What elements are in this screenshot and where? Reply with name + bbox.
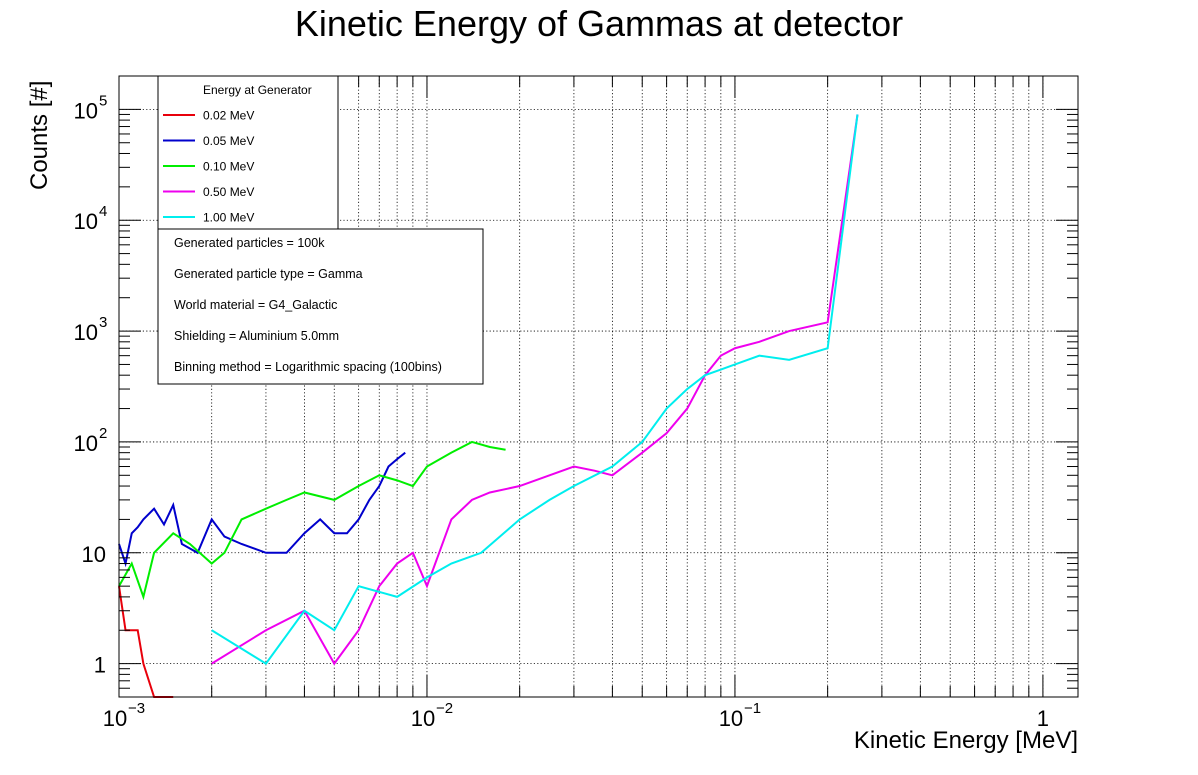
y-tick-label: 10 3 [74,314,108,345]
series-line [118,440,506,601]
y-tick-exponent: 5 [99,92,107,109]
y-tick-label: 10 4 [74,203,108,234]
y-tick-exponent: 4 [99,203,107,220]
legend-label: 0.50 MeV [203,185,254,199]
legend-label: 0.05 MeV [203,134,254,148]
info-line: Shielding = Aluminium 5.0mm [174,329,339,343]
y-tick-exponent: 3 [99,314,107,331]
x-tick-label: 10 −3 [103,700,145,731]
axis-ticks [118,75,1078,698]
grid [119,76,1078,697]
y-tick-label: 10 5 [74,92,108,123]
info-box: Generated particles = 100k Generated part… [157,228,484,385]
x-tick-base: 1 [1037,706,1049,731]
y-tick-base: 10 [74,209,98,234]
x-tick-exponent: −1 [744,700,761,717]
x-tick-base: 10 [719,706,743,731]
legend-title: Energy at Generator [203,83,312,97]
y-tick-base: 10 [74,431,98,456]
y-tick-base: 10 [74,320,98,345]
y-tick-label: 1 [94,653,106,678]
x-tick-exponent: −2 [436,700,453,717]
x-axis-label: Kinetic Energy [MeV] [854,727,1078,754]
y-tick-label: 10 2 [74,425,108,456]
y-tick-base: 1 [94,653,106,678]
x-tick-base: 10 [103,706,127,731]
x-tick-label: 10 −1 [719,700,761,731]
series-line [211,114,859,665]
y-tick-label: 10 [82,542,106,567]
series-line [211,114,859,666]
chart-title: Kinetic Energy of Gammas at detector [295,3,903,44]
series-line [118,451,406,568]
info-line: Generated particle type = Gamma [174,267,363,281]
plot-frame [118,75,1079,698]
legend-label: 0.02 MeV [203,109,254,123]
series-layer [118,114,859,698]
legend: Energy at Generator 0.02 MeV 0.05 MeV 0.10 … [157,75,339,232]
legend-box [157,75,339,232]
info-line: Binning method = Logarithmic spacing (10… [174,360,442,374]
x-tick-label: 1 [1037,706,1049,731]
legend-label: 0.10 MeV [203,160,254,174]
x-tick-label: 10 −2 [411,700,453,731]
y-tick-base: 10 [82,542,106,567]
y-tick-exponent: 2 [99,425,107,442]
y-axis-label: Counts [#] [26,81,53,190]
info-line: World material = G4_Galactic [174,298,337,312]
y-tick-base: 10 [74,98,98,123]
x-tick-labels: 10 −3 10 −2 10 −1 1 [103,700,1049,731]
info-line: Generated particles = 100k [174,236,325,250]
x-tick-exponent: −3 [128,700,145,717]
x-tick-base: 10 [411,706,435,731]
legend-label: 1.00 MeV [203,211,254,225]
info-box-frame [157,228,484,385]
